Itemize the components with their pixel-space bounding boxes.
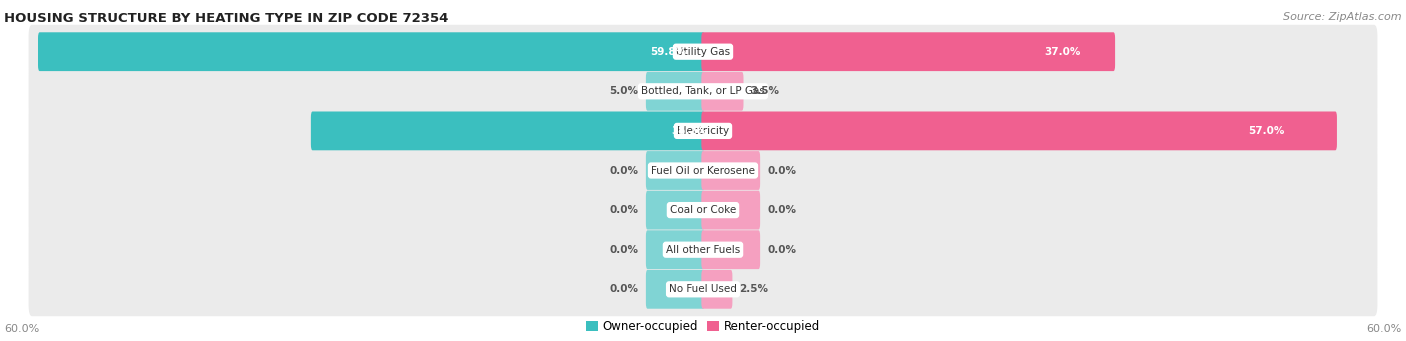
FancyBboxPatch shape: [702, 270, 733, 309]
FancyBboxPatch shape: [28, 223, 1378, 277]
FancyBboxPatch shape: [645, 230, 704, 269]
Text: Utility Gas: Utility Gas: [676, 47, 730, 57]
Text: All other Fuels: All other Fuels: [666, 245, 740, 255]
Text: Coal or Coke: Coal or Coke: [669, 205, 737, 215]
FancyBboxPatch shape: [702, 191, 761, 229]
Text: Electricity: Electricity: [676, 126, 730, 136]
FancyBboxPatch shape: [28, 25, 1378, 79]
Text: 0.0%: 0.0%: [610, 284, 638, 294]
Text: No Fuel Used: No Fuel Used: [669, 284, 737, 294]
FancyBboxPatch shape: [645, 191, 704, 229]
FancyBboxPatch shape: [645, 72, 704, 111]
FancyBboxPatch shape: [28, 64, 1378, 118]
FancyBboxPatch shape: [645, 270, 704, 309]
Text: HOUSING STRUCTURE BY HEATING TYPE IN ZIP CODE 72354: HOUSING STRUCTURE BY HEATING TYPE IN ZIP…: [4, 12, 449, 25]
FancyBboxPatch shape: [311, 112, 704, 150]
FancyBboxPatch shape: [702, 32, 1115, 71]
Text: 60.0%: 60.0%: [4, 324, 39, 334]
Text: Bottled, Tank, or LP Gas: Bottled, Tank, or LP Gas: [641, 86, 765, 96]
Text: 0.0%: 0.0%: [768, 205, 796, 215]
FancyBboxPatch shape: [38, 32, 704, 71]
FancyBboxPatch shape: [702, 230, 761, 269]
FancyBboxPatch shape: [28, 104, 1378, 158]
FancyBboxPatch shape: [645, 151, 704, 190]
Text: 35.2%: 35.2%: [672, 126, 709, 136]
FancyBboxPatch shape: [702, 112, 1337, 150]
FancyBboxPatch shape: [28, 144, 1378, 197]
FancyBboxPatch shape: [702, 151, 761, 190]
Text: 0.0%: 0.0%: [610, 205, 638, 215]
Text: 0.0%: 0.0%: [610, 165, 638, 176]
Text: 0.0%: 0.0%: [610, 245, 638, 255]
FancyBboxPatch shape: [28, 183, 1378, 237]
Text: 2.5%: 2.5%: [740, 284, 769, 294]
Text: 5.0%: 5.0%: [610, 86, 638, 96]
Text: 0.0%: 0.0%: [768, 165, 796, 176]
Text: Fuel Oil or Kerosene: Fuel Oil or Kerosene: [651, 165, 755, 176]
FancyBboxPatch shape: [28, 262, 1378, 316]
Text: 0.0%: 0.0%: [768, 245, 796, 255]
Text: 37.0%: 37.0%: [1045, 47, 1081, 57]
Text: 60.0%: 60.0%: [1367, 324, 1402, 334]
Text: 3.5%: 3.5%: [751, 86, 780, 96]
Text: 57.0%: 57.0%: [1249, 126, 1285, 136]
Text: Source: ZipAtlas.com: Source: ZipAtlas.com: [1284, 12, 1402, 22]
Legend: Owner-occupied, Renter-occupied: Owner-occupied, Renter-occupied: [581, 315, 825, 338]
FancyBboxPatch shape: [702, 72, 744, 111]
Text: 59.8%: 59.8%: [650, 47, 686, 57]
